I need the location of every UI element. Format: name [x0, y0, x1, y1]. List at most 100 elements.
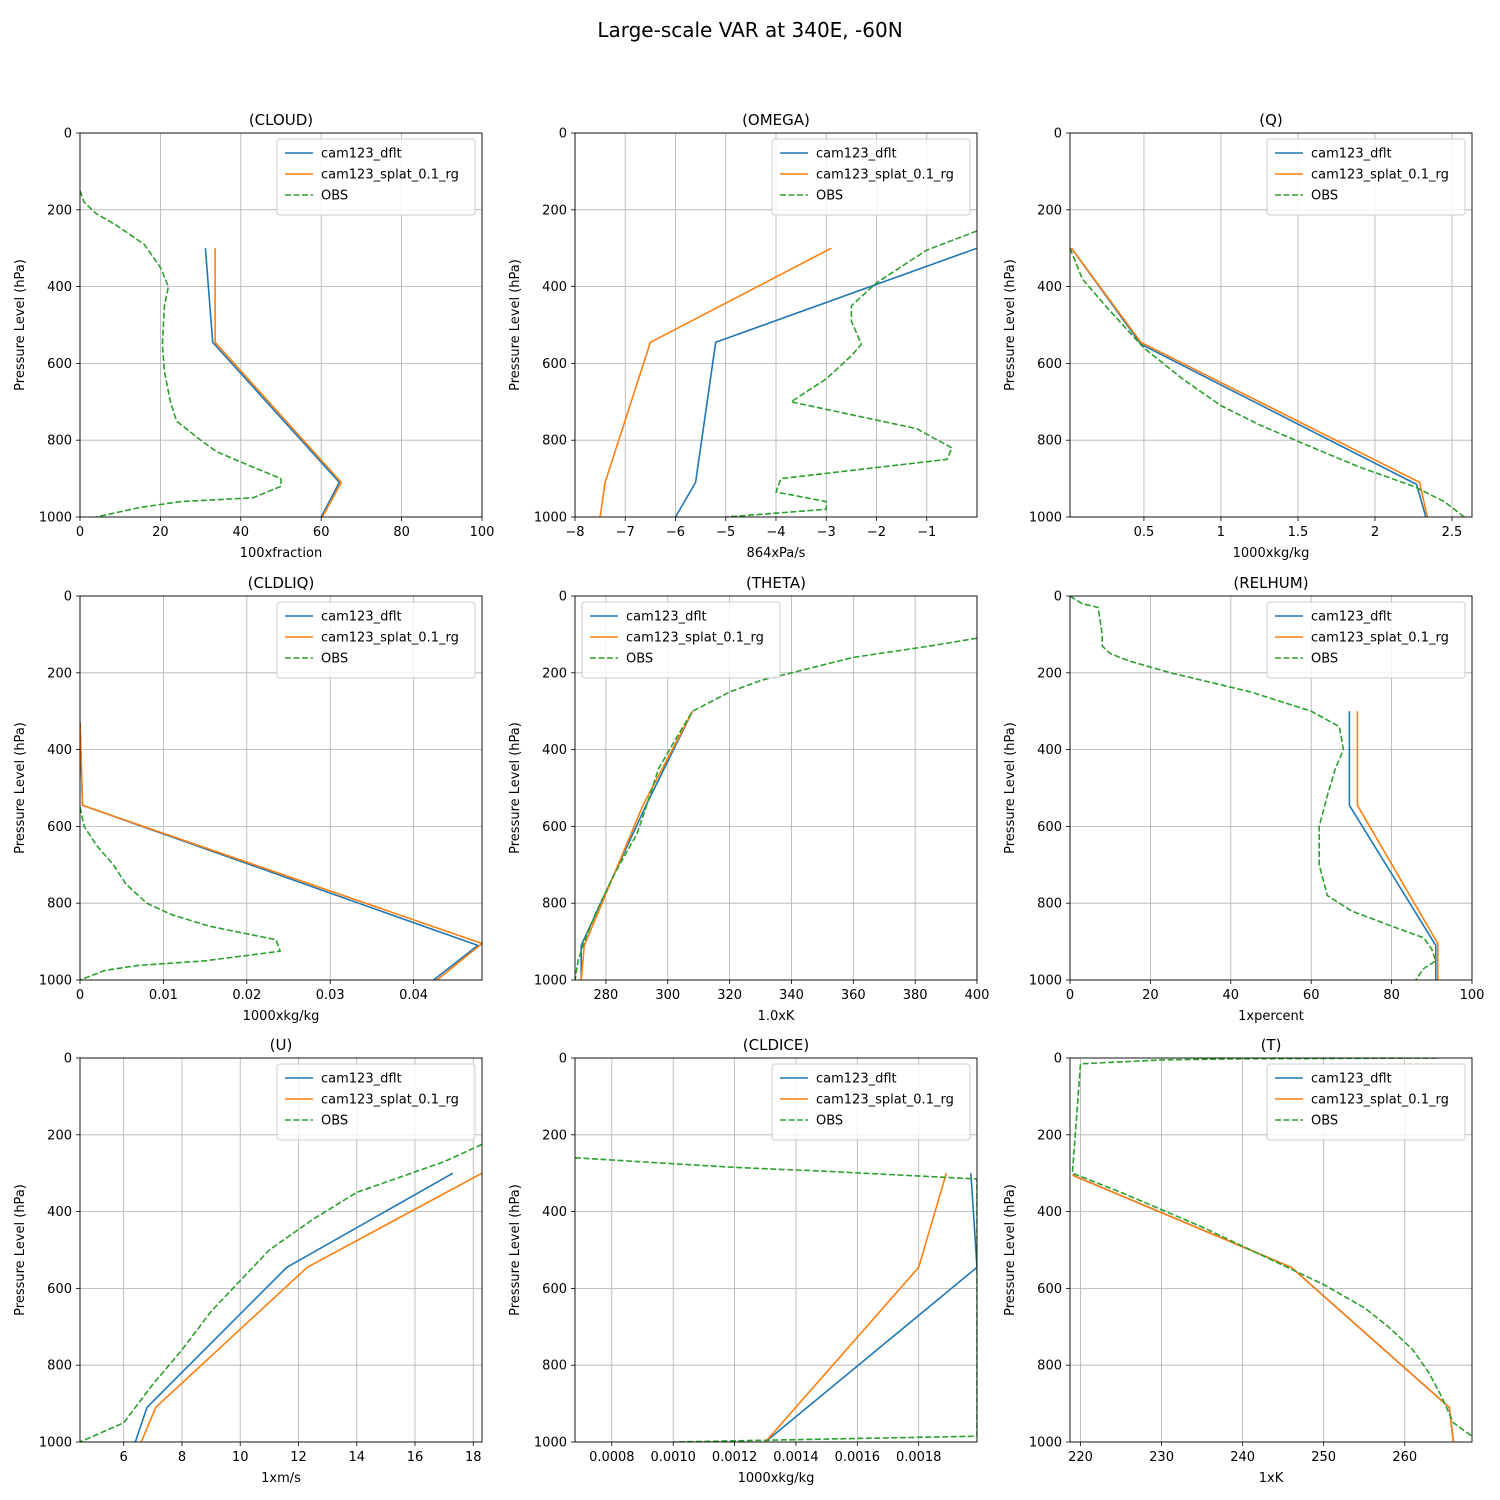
legend-label: OBS	[1311, 189, 1338, 204]
legend: cam123_dflt cam123_splat_0.1_rg OBS	[771, 138, 971, 216]
legend-label: OBS	[1311, 652, 1338, 667]
series-line-2	[80, 1143, 482, 1442]
y-tick-label: 0	[1054, 1052, 1062, 1067]
legend-label: cam123_dflt	[1311, 610, 1392, 625]
legend: cam123_dflt cam123_splat_0.1_rg OBS	[581, 601, 781, 679]
y-tick-label: 600	[542, 1282, 567, 1297]
legend-box	[276, 1063, 476, 1141]
legend-label: cam123_dflt	[321, 147, 402, 162]
y-tick-label: 1000	[534, 1436, 567, 1451]
x-tick-label: 220	[1068, 1450, 1093, 1465]
x-tick-label: 100	[1460, 988, 1485, 1003]
series-line-0	[134, 1172, 454, 1442]
x-tick-label: 1	[1217, 525, 1225, 540]
series-line-1	[1070, 247, 1429, 517]
y-tick-label: 800	[47, 434, 72, 449]
legend: cam123_dflt cam123_splat_0.1_rg OBS	[276, 138, 476, 216]
x-axis-label: 1xK	[1259, 1471, 1284, 1486]
x-tick-label: 380	[903, 988, 928, 1003]
y-tick-label: 0	[1054, 590, 1062, 605]
subplot-title: (CLDLIQ)	[248, 574, 315, 592]
x-tick-label: 300	[655, 988, 680, 1003]
series-line-1	[80, 722, 482, 980]
x-tick-label: 260	[1392, 1450, 1417, 1465]
legend: cam123_dflt cam123_splat_0.1_rg OBS	[1266, 138, 1466, 216]
x-tick-label: 0.02	[232, 988, 261, 1003]
axes-frame	[79, 1057, 483, 1443]
x-tick-label: 14	[348, 1450, 365, 1465]
axes-frame	[79, 595, 483, 981]
series-line-1	[140, 1172, 482, 1442]
y-tick-label: 200	[542, 203, 567, 218]
legend-label: OBS	[626, 652, 653, 667]
x-axis-label: 1000xkg/kg	[243, 1009, 320, 1024]
subplot-title: (Q)	[1259, 111, 1283, 129]
y-tick-label: 0	[64, 1052, 72, 1067]
y-tick-label: 200	[1037, 203, 1062, 218]
figure-title: Large-scale VAR at 340E, -60N	[597, 18, 902, 42]
y-axis-label: Pressure Level (hPa)	[508, 722, 523, 854]
y-tick-label: 1000	[39, 511, 72, 526]
subplot-3: 0 0.01 0.02 0.03 0.04 0 200 400 600 800 1000 (CLDLI…	[13, 574, 483, 1024]
y-tick-label: 600	[542, 820, 567, 835]
x-tick-label: 0.03	[316, 988, 345, 1003]
series-line-2	[575, 637, 977, 980]
x-tick-label: 0.0012	[712, 1450, 758, 1465]
y-tick-label: 0	[64, 127, 72, 142]
series-line-2	[80, 807, 282, 980]
y-tick-label: 0	[1054, 127, 1062, 142]
legend-label: cam123_dflt	[321, 610, 402, 625]
x-tick-label: 1.5	[1288, 525, 1309, 540]
y-tick-label: 200	[1037, 666, 1062, 681]
legend-label: cam123_splat_0.1_rg	[321, 1093, 459, 1108]
x-tick-label: 250	[1311, 1450, 1336, 1465]
y-tick-label: 800	[1037, 897, 1062, 912]
y-axis-label: Pressure Level (hPa)	[1003, 722, 1018, 854]
legend-label: cam123_dflt	[626, 610, 707, 625]
y-tick-label: 600	[47, 820, 72, 835]
x-tick-label: 18	[465, 1450, 482, 1465]
legend-label: cam123_dflt	[816, 147, 897, 162]
y-tick-label: 200	[542, 1128, 567, 1143]
series-line-2	[575, 1157, 977, 1442]
series-line-1	[599, 247, 832, 517]
y-tick-label: 800	[542, 434, 567, 449]
y-tick-label: 400	[542, 743, 567, 758]
x-tick-label: −4	[766, 525, 785, 540]
subplot-7: 0.0008 0.0010 0.0012 0.0014 0.0016 0.0018 0 200…	[508, 1036, 978, 1486]
x-axis-label: 1.0xK	[758, 1009, 795, 1024]
x-tick-label: 320	[717, 988, 742, 1003]
series-line-0	[764, 1173, 977, 1442]
series-line-0	[204, 248, 341, 517]
y-tick-label: 400	[47, 1205, 72, 1220]
legend-label: cam123_splat_0.1_rg	[816, 168, 954, 183]
legend-label: cam123_dflt	[1311, 1072, 1392, 1087]
y-tick-label: 0	[559, 590, 567, 605]
legend: cam123_dflt cam123_splat_0.1_rg OBS	[771, 1063, 971, 1141]
legend-label: cam123_splat_0.1_rg	[1311, 631, 1449, 646]
x-axis-label: 1000xkg/kg	[1233, 546, 1310, 561]
axes-frame	[79, 132, 483, 518]
subplot-4: 280 300 320 340 360 380 400 0 200 400 600 800 1000 (T…	[508, 574, 989, 1024]
x-tick-label: 340	[779, 988, 804, 1003]
y-tick-label: 400	[1037, 280, 1062, 295]
y-tick-label: 1000	[1029, 974, 1062, 989]
x-tick-label: 0.5	[1134, 525, 1155, 540]
x-tick-label: 2.5	[1442, 525, 1463, 540]
y-tick-label: 200	[47, 1128, 72, 1143]
subplot-2: 0.5 1 1.5 2 2.5 0 200 400 600 800 1000 (Q) 1000xkg/k…	[1003, 111, 1473, 561]
y-tick-label: 1000	[39, 1436, 72, 1451]
y-tick-label: 0	[559, 1052, 567, 1067]
y-tick-label: 800	[542, 897, 567, 912]
x-tick-label: 20	[152, 525, 169, 540]
legend-box	[276, 601, 476, 679]
y-axis-label: Pressure Level (hPa)	[508, 1184, 523, 1316]
legend-label: cam123_splat_0.1_rg	[1311, 1093, 1449, 1108]
legend-label: cam123_splat_0.1_rg	[1311, 168, 1449, 183]
x-tick-label: 0.0018	[896, 1450, 942, 1465]
x-tick-label: 0.0010	[650, 1450, 696, 1465]
y-tick-label: 400	[542, 1205, 567, 1220]
axes-frame	[574, 1057, 978, 1443]
x-tick-label: 10	[232, 1450, 249, 1465]
x-tick-label: −7	[616, 525, 635, 540]
